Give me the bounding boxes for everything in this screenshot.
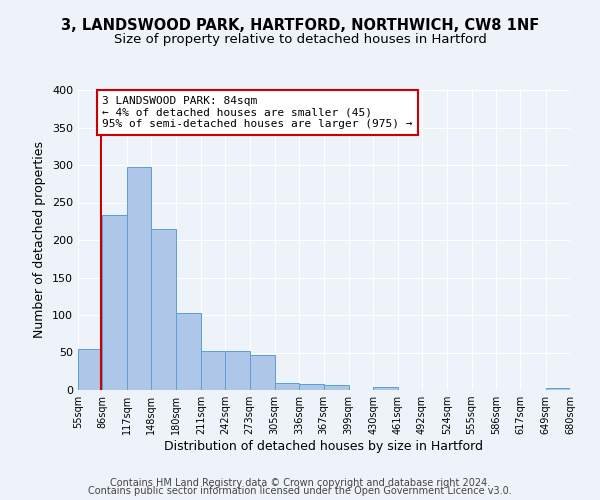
Text: 3, LANDSWOOD PARK, HARTFORD, NORTHWICH, CW8 1NF: 3, LANDSWOOD PARK, HARTFORD, NORTHWICH, …: [61, 18, 539, 32]
Bar: [176, 313, 201, 390]
Text: Contains HM Land Registry data © Crown copyright and database right 2024.: Contains HM Land Registry data © Crown c…: [110, 478, 490, 488]
Bar: [78, 349, 103, 390]
Bar: [225, 351, 250, 390]
Y-axis label: Number of detached properties: Number of detached properties: [34, 142, 46, 338]
Text: Size of property relative to detached houses in Hartford: Size of property relative to detached ho…: [113, 32, 487, 46]
Bar: [323, 385, 349, 390]
Bar: [127, 167, 151, 390]
Bar: [299, 384, 323, 390]
X-axis label: Distribution of detached houses by size in Hartford: Distribution of detached houses by size …: [164, 440, 484, 453]
Bar: [250, 355, 275, 390]
Bar: [151, 229, 176, 390]
Bar: [275, 383, 299, 390]
Bar: [545, 388, 570, 390]
Bar: [373, 387, 398, 390]
Bar: [201, 351, 225, 390]
Text: Contains public sector information licensed under the Open Government Licence v3: Contains public sector information licen…: [88, 486, 512, 496]
Text: 3 LANDSWOOD PARK: 84sqm
← 4% of detached houses are smaller (45)
95% of semi-det: 3 LANDSWOOD PARK: 84sqm ← 4% of detached…: [103, 96, 413, 129]
Bar: [103, 215, 127, 390]
